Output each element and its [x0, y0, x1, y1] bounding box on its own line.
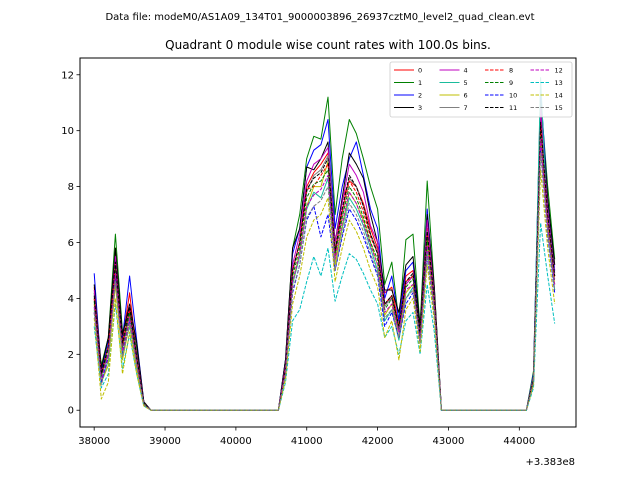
legend-label-5: 5 — [464, 79, 468, 87]
y-tick-label: 0 — [68, 406, 74, 417]
legend-label-4: 4 — [464, 66, 468, 74]
x-tick-label: 42000 — [362, 436, 394, 447]
x-offset-label: +3.383e8 — [525, 457, 575, 468]
series-line-2 — [93, 88, 556, 411]
series-line-4 — [93, 107, 556, 411]
series-line-6 — [93, 141, 556, 411]
legend-label-8: 8 — [509, 66, 513, 74]
legend-label-6: 6 — [464, 91, 468, 99]
series-line-11 — [93, 121, 556, 411]
plot-area-frame — [79, 57, 577, 428]
axes-layer: 38000 39000 40000 41000 42000 43000 44000 0 2 4 6 8… — [61, 70, 535, 447]
legend-label-10: 10 — [509, 91, 517, 99]
x-tick-label: 43000 — [433, 436, 465, 447]
y-tick-label: 6 — [68, 238, 74, 249]
series-line-8 — [93, 124, 556, 411]
legend-label-12: 12 — [555, 66, 563, 74]
y-tick-label: 10 — [61, 126, 74, 137]
legend-label-15: 15 — [555, 104, 563, 112]
legend-label-1: 1 — [418, 79, 422, 87]
series-line-1 — [93, 96, 556, 411]
legend-label-3: 3 — [418, 104, 422, 112]
legend-label-7: 7 — [464, 104, 468, 112]
legend-label-2: 2 — [418, 91, 422, 99]
y-tick-label: 8 — [68, 182, 74, 193]
y-tick-label: 12 — [61, 70, 74, 81]
series-line-15 — [93, 152, 556, 411]
legend-label-11: 11 — [509, 104, 517, 112]
series-line-14 — [93, 169, 556, 411]
legend-label-0: 0 — [418, 66, 422, 74]
chart-title: Quadrant 0 module wise count rates with … — [165, 38, 491, 52]
legend-frame — [389, 61, 573, 118]
x-tick-label: 40000 — [220, 436, 252, 447]
series-line-12 — [93, 138, 556, 411]
legend-label-14: 14 — [555, 91, 563, 99]
x-tick-label: 38000 — [78, 436, 110, 447]
figure-suptitle: Data file: modeM0/AS1A09_134T01_90000038… — [105, 12, 534, 23]
series-line-13 — [93, 222, 556, 411]
x-tick-label: 39000 — [149, 436, 181, 447]
x-tick-label: 44000 — [503, 436, 535, 447]
legend-label-9: 9 — [509, 79, 513, 87]
series-line-9 — [93, 135, 556, 411]
y-tick-label: 2 — [68, 350, 74, 361]
series-line-5 — [93, 77, 556, 411]
y-tick-label: 4 — [68, 294, 74, 305]
legend-label-13: 13 — [555, 79, 563, 87]
x-tick-label: 41000 — [291, 436, 323, 447]
series-layer — [93, 77, 556, 411]
